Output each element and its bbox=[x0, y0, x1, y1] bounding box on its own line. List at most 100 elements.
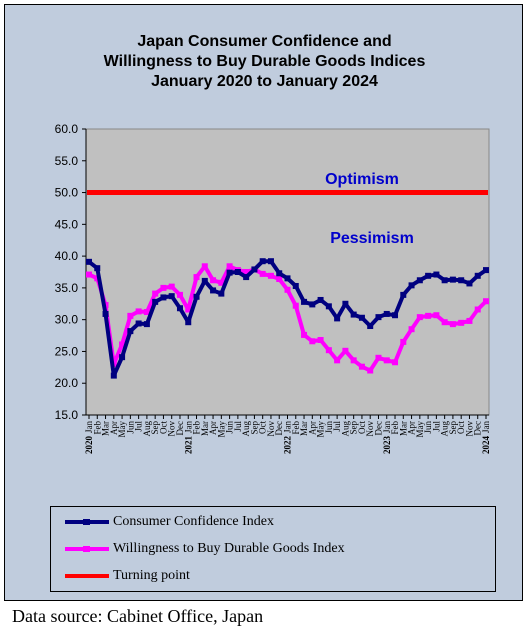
x-year-label: 2023 bbox=[382, 436, 392, 455]
point-willingness bbox=[119, 341, 126, 348]
point-confidence bbox=[243, 274, 250, 281]
point-willingness bbox=[466, 317, 473, 324]
point-willingness bbox=[185, 306, 192, 313]
point-willingness bbox=[267, 272, 274, 279]
legend-item-willingness: Willingness to Buy Durable Goods Index bbox=[63, 539, 345, 559]
x-tick-label: 2022 Jan bbox=[283, 421, 293, 454]
point-willingness bbox=[367, 367, 374, 374]
point-confidence bbox=[416, 277, 423, 284]
y-tick-label: 50.0 bbox=[55, 186, 79, 200]
point-willingness bbox=[400, 338, 407, 345]
point-willingness bbox=[458, 319, 465, 326]
point-confidence bbox=[110, 372, 117, 379]
point-confidence bbox=[193, 293, 200, 300]
point-willingness bbox=[441, 319, 448, 326]
point-willingness bbox=[474, 306, 481, 313]
point-confidence bbox=[458, 277, 465, 284]
x-tick-label: 2021 Jan bbox=[183, 421, 193, 454]
x-month-label: Jan bbox=[183, 421, 193, 433]
y-tick-label: 30.0 bbox=[55, 313, 79, 327]
point-confidence bbox=[367, 323, 374, 330]
x-tick-label: Aug bbox=[340, 421, 350, 437]
x-month-label: Jan bbox=[481, 421, 491, 433]
y-tick-label: 15.0 bbox=[55, 408, 79, 422]
point-confidence bbox=[292, 282, 299, 289]
point-willingness bbox=[433, 312, 440, 319]
chart-svg: 60.0 55.0 50.0 45.0 40.0 35.0 30.0 25.0 20.0 15.0… bbox=[55, 122, 491, 455]
point-willingness bbox=[392, 359, 399, 366]
x-tick-label: Jul bbox=[332, 421, 342, 432]
x-tick-label: Oct bbox=[158, 421, 168, 434]
x-tick-label: Apr bbox=[109, 421, 119, 435]
point-willingness bbox=[284, 286, 291, 293]
x-tick-label: 2020 Jan bbox=[84, 421, 94, 454]
x-tick-label: Oct bbox=[456, 421, 466, 434]
point-confidence bbox=[94, 265, 101, 272]
x-tick-label: Jun bbox=[225, 421, 235, 434]
point-confidence bbox=[375, 314, 382, 321]
x-tick-label: Aug bbox=[440, 421, 450, 437]
point-willingness bbox=[168, 283, 175, 290]
point-willingness bbox=[201, 263, 208, 270]
x-year-label: 2024 bbox=[481, 436, 491, 455]
x-tick-label: Dec bbox=[373, 421, 383, 436]
point-willingness bbox=[383, 357, 390, 364]
point-confidence bbox=[317, 296, 324, 303]
x-tick-label: Apr bbox=[208, 421, 218, 435]
legend-label-turning-point: Turning point bbox=[113, 568, 190, 583]
point-willingness bbox=[86, 271, 92, 278]
point-willingness bbox=[301, 331, 308, 338]
x-year-label: 2022 bbox=[283, 436, 293, 455]
point-confidence bbox=[160, 294, 167, 301]
point-confidence bbox=[152, 298, 159, 305]
point-willingness bbox=[325, 347, 332, 354]
x-tick-label: Feb bbox=[192, 421, 202, 435]
x-tick-label: Nov bbox=[266, 421, 276, 437]
point-confidence bbox=[143, 321, 150, 328]
point-willingness bbox=[210, 277, 217, 284]
title-line-3: January 2020 to January 2024 bbox=[151, 73, 378, 90]
point-willingness bbox=[350, 357, 357, 364]
title-line-1: Japan Consumer Confidence and bbox=[137, 33, 392, 50]
x-tick-label: Sep bbox=[448, 421, 458, 435]
title-line-2: Willingness to Buy Durable Goods Indices bbox=[103, 53, 426, 70]
x-month-label: Jan bbox=[283, 421, 293, 433]
point-willingness bbox=[143, 309, 150, 316]
point-confidence bbox=[433, 271, 440, 278]
x-tick-label: Sep bbox=[349, 421, 359, 435]
point-confidence bbox=[441, 277, 448, 284]
point-confidence bbox=[474, 272, 481, 279]
chart-title: Japan Consumer Confidence and Willingnes… bbox=[0, 32, 529, 92]
point-confidence bbox=[176, 305, 183, 312]
legend-swatch-turning-point bbox=[65, 574, 109, 578]
series-layer bbox=[86, 190, 489, 379]
x-month-label: Jan bbox=[382, 421, 392, 433]
x-tick-label: Jun bbox=[324, 421, 334, 434]
point-confidence bbox=[408, 282, 415, 289]
point-confidence bbox=[400, 291, 407, 298]
annotation-pessimism: Pessimism bbox=[330, 230, 414, 247]
legend-swatch-willingness bbox=[65, 546, 109, 552]
x-tick-label: Feb bbox=[92, 421, 102, 435]
point-confidence bbox=[342, 300, 349, 307]
x-tick-label: Aug bbox=[241, 421, 251, 437]
point-confidence bbox=[325, 303, 332, 310]
x-tick-label: May bbox=[216, 421, 226, 438]
data-source: Data source: Cabinet Office, Japan bbox=[12, 606, 264, 626]
point-confidence bbox=[226, 269, 233, 276]
point-confidence bbox=[201, 277, 208, 284]
x-tick-label: Dec bbox=[274, 421, 284, 436]
x-axis: 2020JanFebMarAprMayJunJulAugSepOctNovDec… bbox=[84, 414, 491, 455]
x-tick-label: Apr bbox=[307, 421, 317, 435]
y-tick-label: 60.0 bbox=[55, 122, 79, 136]
x-tick-label: Jun bbox=[125, 421, 135, 434]
point-confidence bbox=[334, 315, 341, 322]
point-willingness bbox=[309, 338, 316, 345]
x-tick-label: May bbox=[415, 421, 425, 438]
point-willingness bbox=[127, 312, 134, 319]
point-confidence bbox=[102, 310, 109, 317]
point-confidence bbox=[185, 319, 192, 326]
point-confidence bbox=[251, 266, 258, 273]
point-confidence bbox=[392, 312, 399, 319]
x-tick-label: Jul bbox=[134, 421, 144, 432]
